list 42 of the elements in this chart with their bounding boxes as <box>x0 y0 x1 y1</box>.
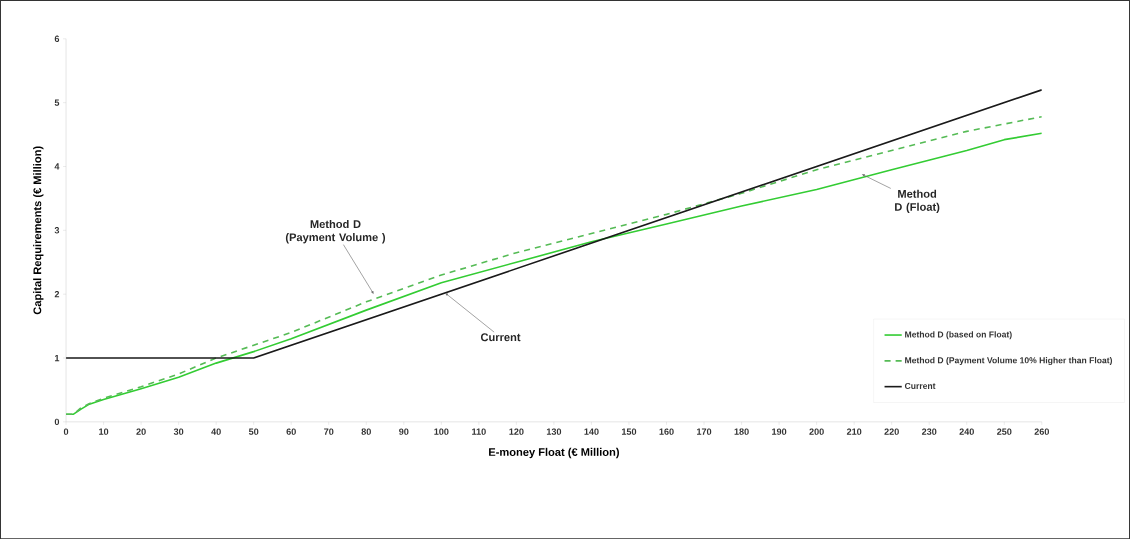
x-axis-title: E-money Float (€ Million) <box>489 447 619 459</box>
x-tick-label: 60 <box>286 428 296 435</box>
annotation: Method D (Float) <box>895 189 940 213</box>
x-tick-label: 230 <box>921 428 937 435</box>
x-tick-label: 170 <box>697 428 712 435</box>
x-tick-label: 0 <box>63 428 69 435</box>
legend-label: Method D (Payment Volume 10% Higher than Float) <box>905 356 1112 365</box>
x-tick-label: 130 <box>546 428 562 435</box>
y-tick-label: 6 <box>54 35 60 42</box>
x-tick-label: 100 <box>434 428 449 435</box>
x-tick-label: 220 <box>884 428 899 435</box>
y-tick-label: 2 <box>54 290 60 298</box>
x-tick-label: 260 <box>1034 428 1049 435</box>
x-tick-label: 250 <box>997 428 1012 435</box>
x-tick-label: 200 <box>809 428 824 435</box>
x-tick-label: 160 <box>659 428 674 435</box>
legend-label: Current <box>904 382 936 389</box>
x-tick-label: 10 <box>99 428 109 435</box>
annotation: Method D (Payment Volume ) <box>285 219 386 244</box>
x-tick-label: 150 <box>621 428 637 435</box>
x-tick-label: 40 <box>211 428 221 435</box>
x-tick-label: 140 <box>584 428 599 435</box>
x-tick-label: 50 <box>248 428 259 435</box>
x-tick-label: 20 <box>136 428 146 435</box>
x-tick-label: 210 <box>846 428 862 435</box>
legend-label: Method D (based on Float) <box>905 331 1012 340</box>
y-axis-title: Capital Requirements (€ Million) <box>33 146 44 315</box>
x-tick-label: 80 <box>361 428 371 435</box>
y-tick-label: 1 <box>54 354 60 361</box>
y-tick-label: 3 <box>54 226 60 234</box>
y-tick-label: 5 <box>54 99 60 106</box>
x-tick-label: 190 <box>772 428 787 435</box>
x-tick-label: 30 <box>173 428 184 435</box>
annotation: Current <box>480 333 521 342</box>
y-tick-label: 4 <box>54 163 60 170</box>
y-tick-label: 0 <box>54 418 60 425</box>
x-tick-label: 90 <box>399 428 409 435</box>
x-tick-label: 110 <box>472 428 486 435</box>
x-tick-label: 180 <box>734 428 749 435</box>
x-tick-label: 70 <box>324 428 334 435</box>
x-tick-label: 240 <box>959 428 974 435</box>
x-tick-label: 120 <box>509 428 524 435</box>
